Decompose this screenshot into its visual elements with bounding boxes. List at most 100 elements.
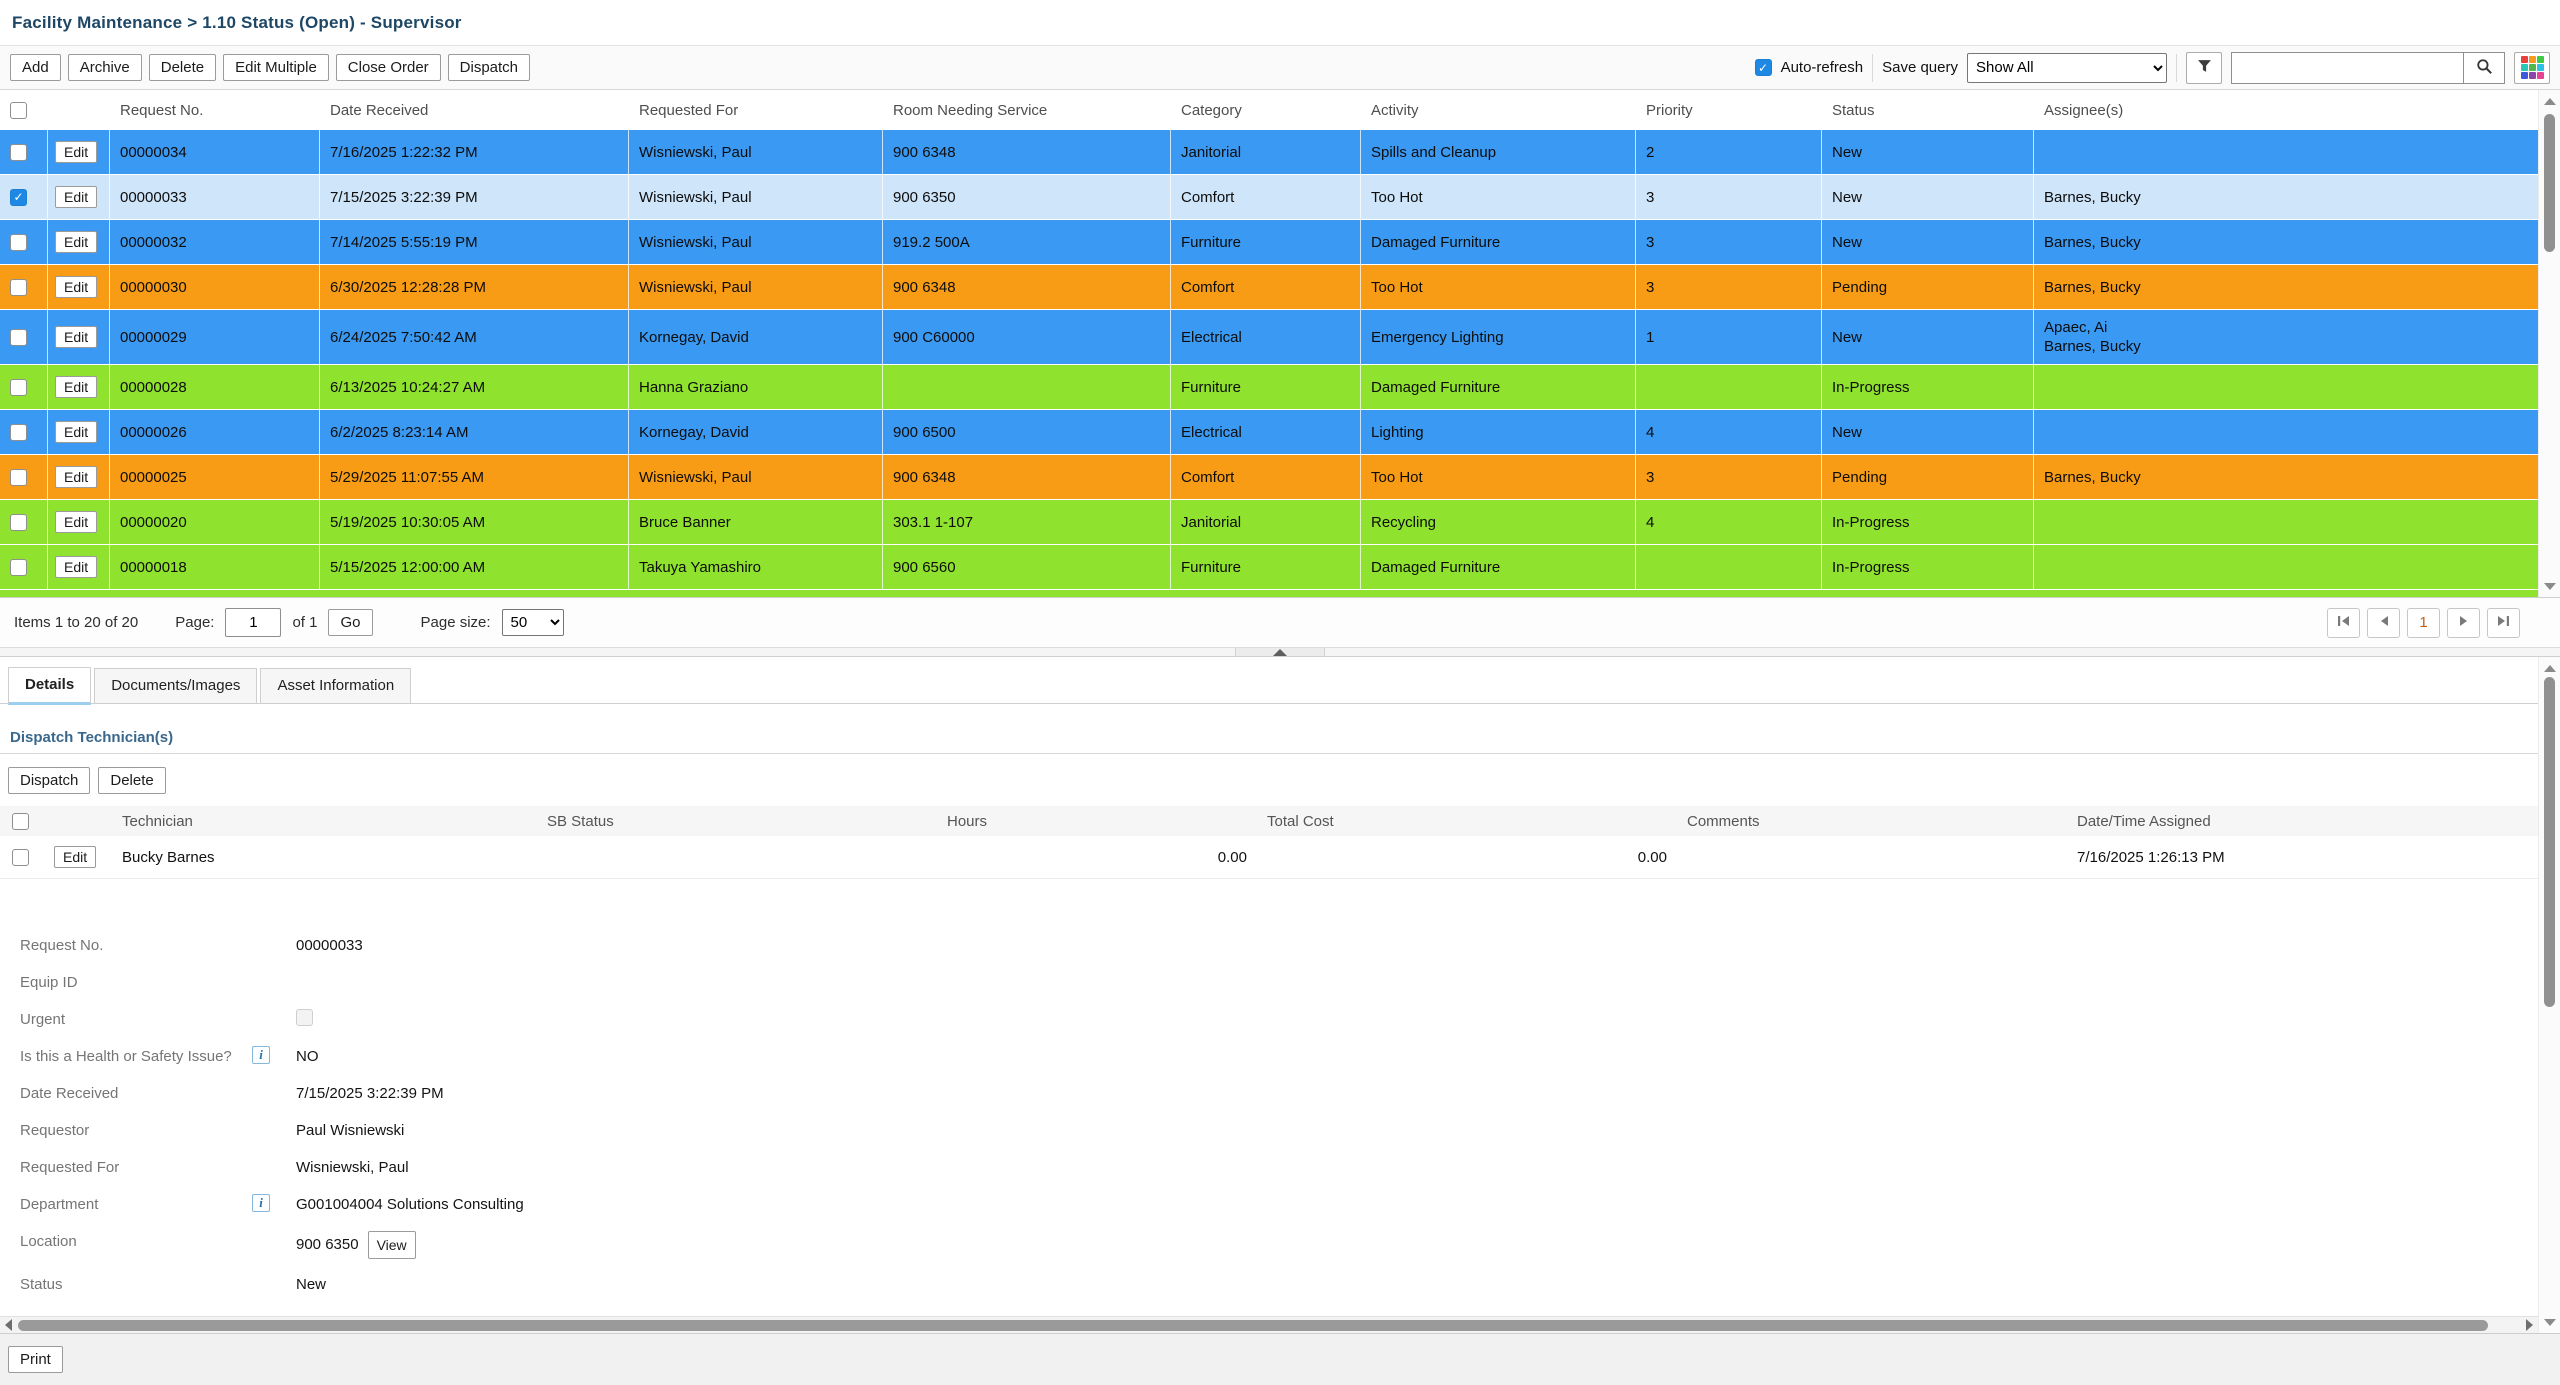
cell-priority — [1636, 545, 1822, 589]
edit-column-spacer — [48, 90, 110, 130]
dispatch-section-button-delete[interactable]: Delete — [98, 767, 166, 794]
cell-date-received: 6/30/2025 12:28:28 PM — [320, 265, 629, 309]
legend-swatch — [2528, 64, 2536, 71]
scroll-down-icon[interactable] — [2539, 577, 2560, 595]
search-button[interactable] — [2463, 51, 2505, 84]
cell-requested-for: Wisniewski, Paul — [629, 265, 883, 309]
table-row[interactable]: Edit 00000029 6/24/2025 7:50:42 AM Kornegay… — [0, 310, 2538, 365]
row-select-checkbox[interactable] — [10, 143, 27, 161]
edit-button[interactable]: Edit — [55, 421, 98, 443]
table-row[interactable]: ✓ Edit 00000033 7/15/2025 3:22:39 PM Wisniew… — [0, 175, 2538, 220]
pager-last-button[interactable] — [2487, 607, 2520, 638]
row-select-checkbox[interactable] — [10, 328, 27, 346]
detail-vertical-scrollbar[interactable] — [2538, 657, 2560, 1333]
detail-scrollbar-thumb[interactable] — [2544, 677, 2555, 1007]
row-select-checkbox[interactable] — [10, 233, 27, 251]
edit-button[interactable]: Edit — [55, 276, 98, 298]
row-edit-cell: Edit — [48, 455, 110, 499]
scroll-left-icon[interactable] — [5, 1319, 12, 1331]
page-size-select[interactable]: 50 — [501, 609, 564, 636]
table-row[interactable]: Edit 00000034 7/16/2025 1:22:32 PM Wisniews… — [0, 130, 2538, 175]
scroll-right-icon[interactable] — [2526, 1319, 2533, 1331]
assignee-lines: Barnes, Bucky — [2044, 278, 2141, 297]
edit-button[interactable]: Edit — [55, 466, 98, 488]
tech-edit-button[interactable]: Edit — [54, 846, 97, 868]
detail-scroll-up-icon[interactable] — [2539, 659, 2560, 677]
row-select-checkbox[interactable] — [10, 468, 27, 486]
splitter-collapse-handle[interactable] — [1235, 648, 1325, 656]
scroll-up-icon[interactable] — [2539, 92, 2560, 110]
row-select-checkbox[interactable] — [10, 278, 27, 296]
filter-button[interactable] — [2186, 51, 2222, 84]
toolbar-button-delete[interactable]: Delete — [148, 54, 217, 81]
tech-row-checkbox[interactable] — [12, 848, 29, 866]
technician-table-header: Technician SB Status Hours Total Cost Commen… — [0, 806, 2538, 836]
tab-asset-information[interactable]: Asset Information — [260, 668, 412, 703]
row-select-cell — [0, 545, 48, 589]
table-row[interactable]: Edit 00000020 5/19/2025 10:30:05 AM Bruce B… — [0, 500, 2538, 545]
pagination-bar: Items 1 to 20 of 20 Page: of 1 Go Page s… — [0, 597, 2560, 647]
grid-vertical-scrollbar[interactable] — [2538, 90, 2560, 597]
edit-button[interactable]: Edit — [55, 376, 98, 398]
dispatch-section-button-dispatch[interactable]: Dispatch — [8, 767, 91, 794]
row-select-checkbox[interactable] — [10, 558, 27, 576]
assignee-name: Apaec, Ai — [2044, 319, 2108, 336]
assignee-lines: Barnes, Bucky — [2044, 233, 2141, 252]
edit-button[interactable]: Edit — [55, 186, 98, 208]
edit-button[interactable]: Edit — [55, 556, 98, 578]
go-button[interactable]: Go — [328, 609, 373, 636]
save-query-select[interactable]: Show All — [1967, 52, 2167, 83]
row-select-checkbox[interactable] — [10, 423, 27, 441]
toolbar-button-edit-multiple[interactable]: Edit Multiple — [223, 54, 329, 81]
cell-sb-status — [537, 836, 937, 878]
table-row[interactable]: Edit 00000018 5/15/2025 12:00:00 AM Takuya … — [0, 545, 2538, 590]
view-button[interactable]: View — [367, 1231, 416, 1259]
row-select-checkbox[interactable]: ✓ — [10, 188, 27, 206]
grid-area: Request No. Date Received Requested For Roo… — [0, 90, 2560, 597]
row-select-checkbox[interactable] — [10, 513, 27, 531]
select-all-checkbox[interactable] — [10, 101, 27, 119]
detail-field-icon-slot: i — [252, 1046, 296, 1064]
auto-refresh-checkbox[interactable]: ✓ — [1754, 59, 1772, 76]
tech-select-all-checkbox[interactable] — [12, 812, 29, 830]
toolbar-button-add[interactable]: Add — [10, 54, 61, 81]
table-row[interactable]: Edit 00000030 6/30/2025 12:28:28 PM Wisniew… — [0, 265, 2538, 310]
table-row[interactable]: Edit 00000025 5/29/2025 11:07:55 AM Wisniew… — [0, 455, 2538, 500]
table-row[interactable]: Edit 00000028 6/13/2025 10:24:27 AM Hanna G… — [0, 365, 2538, 410]
page-number-input[interactable] — [225, 608, 282, 637]
cell-request-no: 00000034 — [110, 130, 320, 174]
detail-scroll-down-icon[interactable] — [2539, 1313, 2560, 1331]
info-icon[interactable]: i — [252, 1194, 270, 1212]
edit-button[interactable]: Edit — [55, 326, 98, 348]
color-legend-button[interactable] — [2514, 51, 2550, 84]
edit-button[interactable]: Edit — [55, 511, 98, 533]
pager-prev-button[interactable] — [2367, 607, 2400, 638]
pager-first-button[interactable] — [2327, 607, 2360, 638]
print-button[interactable]: Print — [8, 1346, 63, 1373]
edit-button[interactable]: Edit — [55, 141, 98, 163]
horizontal-scrollbar[interactable] — [0, 1316, 2538, 1333]
tab-documents-images[interactable]: Documents/Images — [94, 668, 258, 703]
detail-field-label: Location — [20, 1233, 77, 1250]
column-header-status: Status — [1832, 101, 1875, 119]
horizontal-scrollbar-thumb[interactable] — [18, 1319, 2488, 1331]
table-row[interactable]: Edit 00000032 7/14/2025 5:55:19 PM Wisniews… — [0, 220, 2538, 265]
tab-details[interactable]: Details — [8, 667, 92, 705]
search-input[interactable] — [2231, 51, 2463, 84]
toolbar-button-close-order[interactable]: Close Order — [335, 54, 441, 81]
table-row[interactable]: Edit 00000026 6/2/2025 8:23:14 AM Kornegay,… — [0, 410, 2538, 455]
toolbar-button-dispatch[interactable]: Dispatch — [447, 54, 531, 81]
pager-current-page-button[interactable]: 1 — [2407, 607, 2440, 638]
technician-row[interactable]: Edit Bucky Barnes 0.00 0.00 7/16/2025 1:26:1… — [0, 836, 2538, 879]
row-select-checkbox[interactable] — [10, 378, 27, 396]
cell-status: New — [1822, 220, 2034, 264]
info-icon[interactable]: i — [252, 1046, 270, 1064]
grid-scrollbar-thumb[interactable] — [2544, 114, 2555, 252]
cell-priority: 1 — [1636, 310, 1822, 364]
edit-button[interactable]: Edit — [55, 231, 98, 253]
cell-date-received: 6/13/2025 10:24:27 AM — [320, 365, 629, 409]
panel-splitter[interactable] — [0, 647, 2560, 657]
pager-next-button[interactable] — [2447, 607, 2480, 638]
toolbar-button-archive[interactable]: Archive — [67, 54, 142, 81]
